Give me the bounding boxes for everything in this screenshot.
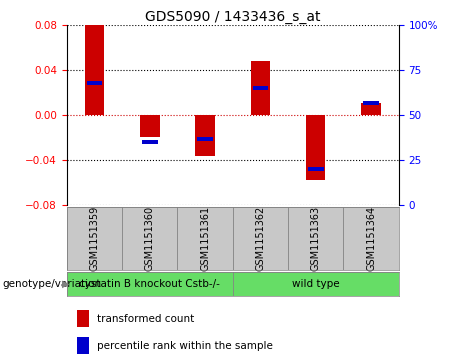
Text: percentile rank within the sample: percentile rank within the sample xyxy=(97,340,273,351)
Text: GSM1151364: GSM1151364 xyxy=(366,206,376,271)
Bar xyxy=(87,81,102,85)
Text: transformed count: transformed count xyxy=(97,314,194,324)
Text: genotype/variation: genotype/variation xyxy=(2,279,101,289)
Bar xyxy=(142,140,158,144)
Text: wild type: wild type xyxy=(292,279,340,289)
Text: cystatin B knockout Cstb-/-: cystatin B knockout Cstb-/- xyxy=(79,279,220,289)
Bar xyxy=(77,310,89,327)
Bar xyxy=(67,207,122,270)
Bar xyxy=(77,337,89,354)
Bar xyxy=(233,207,288,270)
Bar xyxy=(306,115,325,180)
Text: GSM1151360: GSM1151360 xyxy=(145,206,155,271)
Bar xyxy=(195,115,215,156)
Bar xyxy=(233,272,399,296)
Text: GSM1151359: GSM1151359 xyxy=(89,206,100,271)
Text: GSM1151363: GSM1151363 xyxy=(311,206,321,271)
Bar xyxy=(85,25,104,115)
Bar xyxy=(67,272,233,296)
Bar xyxy=(361,103,381,115)
Bar xyxy=(177,207,233,270)
Bar xyxy=(122,207,177,270)
Bar xyxy=(343,207,399,270)
Bar xyxy=(288,207,343,270)
Text: GSM1151362: GSM1151362 xyxy=(255,206,266,271)
Title: GDS5090 / 1433436_s_at: GDS5090 / 1433436_s_at xyxy=(145,11,320,24)
Text: GSM1151361: GSM1151361 xyxy=(200,206,210,271)
Bar xyxy=(251,61,270,115)
Bar xyxy=(197,136,213,140)
Bar xyxy=(363,101,379,105)
Text: ▶: ▶ xyxy=(62,279,70,289)
Bar xyxy=(253,86,268,90)
Bar xyxy=(308,167,324,171)
Bar xyxy=(140,115,160,136)
